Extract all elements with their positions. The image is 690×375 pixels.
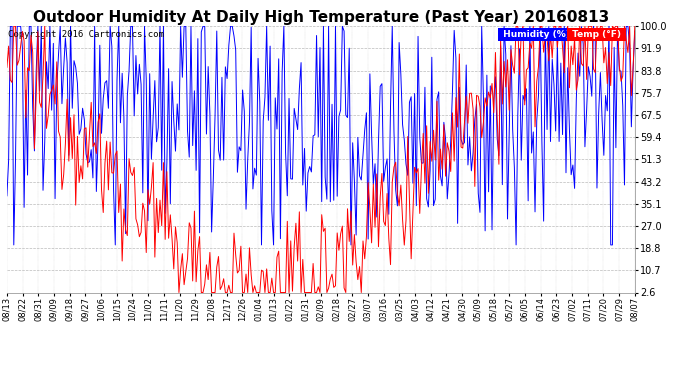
Title: Outdoor Humidity At Daily High Temperature (Past Year) 20160813: Outdoor Humidity At Daily High Temperatu… <box>32 10 609 25</box>
Text: Temp (°F): Temp (°F) <box>569 30 624 39</box>
Text: Copyright 2016 Cartronics.com: Copyright 2016 Cartronics.com <box>8 30 164 39</box>
Text: Humidity (%): Humidity (%) <box>500 30 573 39</box>
